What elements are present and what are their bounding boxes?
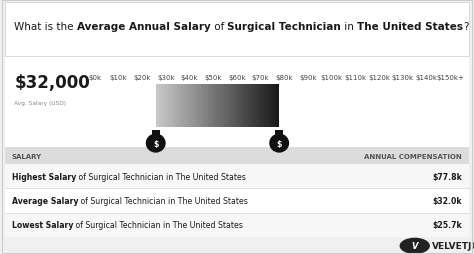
- Text: Highest Salary: Highest Salary: [12, 172, 76, 181]
- Bar: [205, 85, 208, 127]
- Bar: [199, 85, 202, 127]
- Bar: [211, 85, 214, 127]
- Bar: [233, 85, 236, 127]
- Text: $30k: $30k: [157, 74, 175, 81]
- Bar: [214, 85, 218, 127]
- Bar: [267, 85, 270, 127]
- Text: $150k+: $150k+: [437, 74, 464, 81]
- Bar: [5, 57, 469, 147]
- Bar: [218, 85, 220, 127]
- Bar: [190, 85, 193, 127]
- Text: $110k: $110k: [345, 74, 366, 81]
- Bar: [264, 85, 267, 127]
- Bar: [261, 85, 264, 127]
- Bar: [171, 85, 174, 127]
- Bar: [5, 165, 469, 189]
- Bar: [202, 85, 205, 127]
- Bar: [239, 85, 242, 127]
- Text: ?: ?: [463, 22, 469, 32]
- Text: $50k: $50k: [205, 74, 222, 81]
- Bar: [273, 85, 276, 127]
- Bar: [162, 85, 165, 127]
- Text: $120k: $120k: [368, 74, 390, 81]
- Bar: [155, 85, 159, 127]
- Text: $100k: $100k: [321, 74, 343, 81]
- Text: of Surgical Technician in The United States: of Surgical Technician in The United Sta…: [78, 196, 248, 205]
- Bar: [275, 131, 283, 135]
- Text: $32.0k: $32.0k: [433, 196, 462, 205]
- Text: Surgical Technician: Surgical Technician: [228, 22, 341, 32]
- Bar: [183, 85, 187, 127]
- Text: $10k: $10k: [109, 74, 128, 81]
- Bar: [242, 85, 245, 127]
- Bar: [255, 85, 257, 127]
- Text: Average Annual Salary: Average Annual Salary: [77, 22, 211, 32]
- Text: in: in: [341, 22, 357, 32]
- Text: of Surgical Technician in The United States: of Surgical Technician in The United Sta…: [76, 172, 246, 181]
- Bar: [5, 213, 469, 237]
- Bar: [174, 85, 177, 127]
- Bar: [193, 85, 196, 127]
- Text: SALARY: SALARY: [12, 153, 42, 159]
- Text: $0k: $0k: [88, 74, 101, 81]
- Text: $: $: [276, 139, 282, 148]
- Bar: [224, 85, 227, 127]
- Bar: [196, 85, 199, 127]
- Text: The United States: The United States: [357, 22, 463, 32]
- Text: What is the: What is the: [14, 22, 77, 32]
- Text: $60k: $60k: [228, 74, 246, 81]
- Text: Average Salary: Average Salary: [12, 196, 78, 205]
- Bar: [168, 85, 171, 127]
- Bar: [245, 85, 248, 127]
- Bar: [220, 85, 224, 127]
- Text: Lowest Salary: Lowest Salary: [12, 220, 73, 229]
- Text: of Surgical Technician in The United States: of Surgical Technician in The United Sta…: [73, 220, 243, 229]
- Bar: [159, 85, 162, 127]
- Bar: [181, 85, 183, 127]
- Text: $70k: $70k: [252, 74, 270, 81]
- Text: $40k: $40k: [181, 74, 198, 81]
- Text: V: V: [411, 241, 418, 250]
- Circle shape: [400, 238, 430, 254]
- Text: $77.8k: $77.8k: [432, 172, 462, 181]
- Bar: [5, 3, 469, 57]
- Text: $130k: $130k: [392, 74, 414, 81]
- Bar: [177, 85, 181, 127]
- Bar: [236, 85, 239, 127]
- Text: ANNUAL COMPENSATION: ANNUAL COMPENSATION: [365, 153, 462, 159]
- Text: $140k: $140k: [416, 74, 438, 81]
- Bar: [227, 85, 230, 127]
- Text: of: of: [211, 22, 228, 32]
- Ellipse shape: [146, 134, 166, 153]
- Text: $32,000: $32,000: [14, 74, 90, 91]
- Bar: [251, 85, 255, 127]
- Bar: [165, 85, 168, 127]
- Bar: [208, 85, 211, 127]
- Text: $: $: [153, 139, 158, 148]
- Bar: [248, 85, 251, 127]
- Text: VELVETJOBS: VELVETJOBS: [432, 241, 474, 250]
- Bar: [257, 85, 261, 127]
- Bar: [5, 189, 469, 213]
- Bar: [5, 147, 469, 165]
- Bar: [187, 85, 190, 127]
- Text: $20k: $20k: [134, 74, 151, 81]
- Bar: [270, 85, 273, 127]
- Bar: [276, 85, 279, 127]
- Text: Avg. Salary (USD): Avg. Salary (USD): [14, 100, 66, 105]
- Bar: [230, 85, 233, 127]
- Text: $80k: $80k: [275, 74, 293, 81]
- Text: $25.7k: $25.7k: [432, 220, 462, 229]
- Bar: [152, 131, 159, 135]
- Ellipse shape: [269, 134, 289, 153]
- Text: $90k: $90k: [299, 74, 317, 81]
